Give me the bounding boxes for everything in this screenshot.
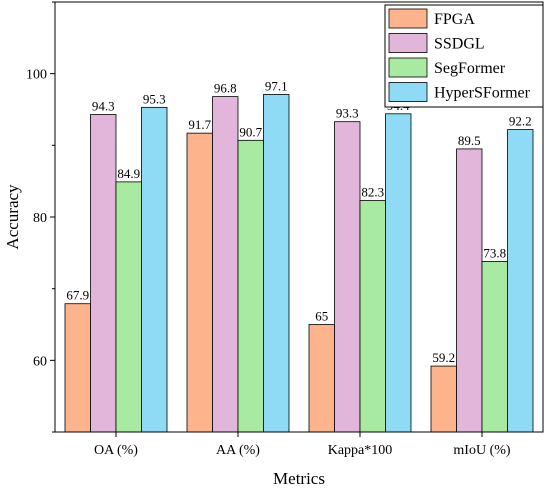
data-label: 90.7	[239, 124, 262, 139]
bar-segformer-2	[359, 200, 386, 433]
data-label: 59.2	[432, 350, 455, 365]
y-tick-label: 60	[33, 354, 47, 369]
bar-fpga-3	[430, 365, 457, 433]
bars-layer	[64, 94, 534, 433]
data-label: 84.9	[117, 166, 140, 181]
data-label: 89.5	[458, 133, 481, 148]
legend: FPGA SSDGL SegFormer HyperSFormer	[384, 4, 544, 108]
bar-hypersformer-1	[263, 94, 290, 433]
x-tick-label: AA (%)	[216, 443, 260, 458]
data-label: 96.8	[214, 81, 237, 96]
y-tick-label: 100	[26, 68, 47, 83]
axes-layer: 60 80 100 OA (%) AA (%) Kappa*100 mIoU (%)	[26, 1, 511, 458]
data-label: 91.7	[188, 117, 211, 132]
legend-label: SSDGL	[434, 36, 485, 53]
data-label: 65	[315, 309, 328, 324]
x-tick-label: OA (%)	[94, 443, 138, 458]
y-axis-label: Accuracy	[3, 184, 22, 250]
legend-swatch-ssdgl	[388, 33, 428, 53]
legend-label: FPGA	[434, 11, 475, 28]
bar-fpga-1	[186, 132, 213, 433]
bar-ssdgl-3	[456, 148, 483, 433]
bar-ssdgl-0	[90, 114, 117, 433]
bar-segformer-3	[481, 261, 508, 433]
data-labels-layer: 67.9 94.3 84.9 95.3 91.7 96.8 90.7 97.1 65 93.3 82…	[66, 78, 531, 365]
legend-swatch-hypersformer	[388, 82, 428, 102]
bar-ssdgl-1	[212, 96, 239, 433]
bar-segformer-1	[237, 139, 264, 433]
bar-hypersformer-2	[385, 113, 412, 433]
x-tick-label: Kappa*100	[328, 443, 393, 458]
y-tick-label: 80	[33, 211, 47, 226]
legend-label: HyperSFormer	[434, 85, 531, 102]
data-label: 92.2	[509, 114, 532, 129]
data-label: 95.3	[143, 91, 166, 106]
legend-swatch-fpga	[388, 8, 428, 29]
bar-hypersformer-3	[507, 129, 534, 433]
data-label: 94.3	[92, 99, 115, 114]
bar-fpga-0	[64, 303, 91, 433]
bar-segformer-0	[115, 181, 142, 433]
data-label: 82.3	[361, 185, 384, 200]
legend-swatch-segformer	[388, 57, 428, 78]
legend-label: SegFormer	[434, 60, 506, 77]
data-label: 67.9	[66, 288, 89, 303]
bar-ssdgl-2	[334, 121, 361, 433]
bar-hypersformer-0	[141, 106, 168, 433]
bar-fpga-2	[308, 324, 335, 433]
x-tick-label: mIoU (%)	[453, 443, 510, 458]
data-label: 97.1	[265, 78, 288, 93]
x-axis-label: Metrics	[273, 469, 325, 488]
data-label: 93.3	[336, 106, 359, 121]
data-label: 73.8	[483, 245, 506, 260]
